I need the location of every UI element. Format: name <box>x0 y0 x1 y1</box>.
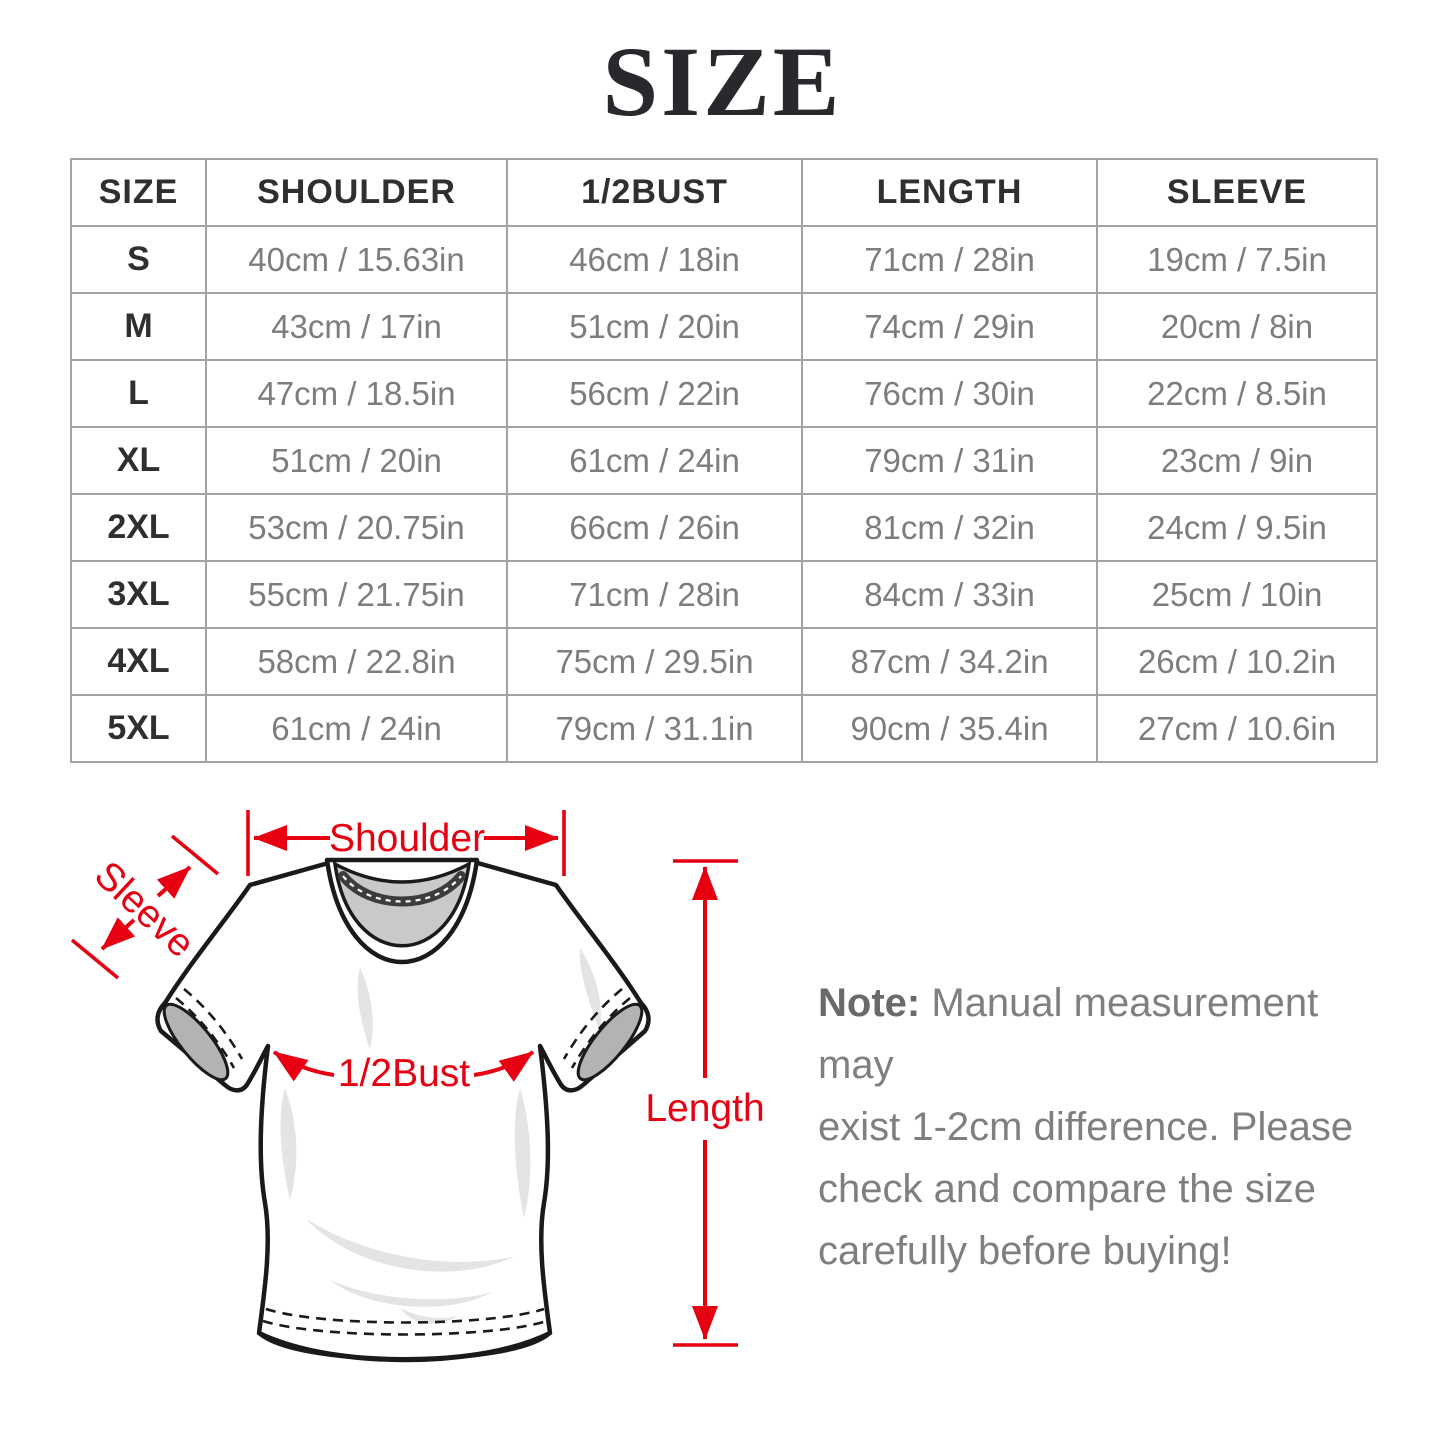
note-line: check and compare the size <box>818 1167 1317 1211</box>
column-header-length: LENGTH <box>801 158 1098 227</box>
hem-opening <box>257 1331 552 1362</box>
column-header-size: SIZE <box>70 158 207 227</box>
measurement-cell: 23cm / 9in <box>1096 426 1378 495</box>
collar <box>324 857 480 965</box>
size-row-header: 5XL <box>70 694 207 763</box>
table-row: 3XL 55cm / 21.75in 71cm / 28in 84cm / 33in 2… <box>70 560 1378 629</box>
wrinkle-shading <box>280 948 602 1324</box>
column-header-bust: 1/2BUST <box>506 158 803 227</box>
measurement-cell: 66cm / 26in <box>506 493 803 562</box>
left-cuff <box>162 987 244 1082</box>
size-row-header: 4XL <box>70 627 207 696</box>
measurement-cell: 53cm / 20.75in <box>205 493 508 562</box>
table-row: L 47cm / 18.5in 56cm / 22in 76cm / 30in 22cm… <box>70 359 1378 428</box>
measurement-cell: 71cm / 28in <box>506 560 803 629</box>
shoulder-dimension: Shoulder <box>246 810 566 876</box>
bust-dimension: 1/2Bust <box>272 1050 535 1095</box>
collar-band-stitching <box>342 875 462 903</box>
size-row-header: S <box>70 225 207 294</box>
table-row: S 40cm / 15.63in 46cm / 18in 71cm / 28in 19c… <box>70 225 1378 294</box>
size-row-header: XL <box>70 426 207 495</box>
measurement-cell: 26cm / 10.2in <box>1096 627 1378 696</box>
measurement-cell: 40cm / 15.63in <box>205 225 508 294</box>
measurement-cell: 76cm / 30in <box>801 359 1098 428</box>
measurement-cell: 90cm / 35.4in <box>801 694 1098 763</box>
bust-label: 1/2Bust <box>338 1052 470 1095</box>
measurement-cell: 47cm / 18.5in <box>205 359 508 428</box>
size-table-body: S 40cm / 15.63in 46cm / 18in 71cm / 28in 19c… <box>70 225 1378 763</box>
note-line: exist 1-2cm difference. Please <box>818 1105 1354 1149</box>
size-row-header: 2XL <box>70 493 207 562</box>
measurement-cell: 51cm / 20in <box>205 426 508 495</box>
measurement-cell: 87cm / 34.2in <box>801 627 1098 696</box>
note-line: Note: Manual measurement may <box>818 981 1319 1087</box>
table-row: M 43cm / 17in 51cm / 20in 74cm / 29in 20cm /… <box>70 292 1378 361</box>
measurement-cell: 22cm / 8.5in <box>1096 359 1378 428</box>
measurement-cell: 81cm / 32in <box>801 493 1098 562</box>
page-title: SIZE <box>602 26 843 137</box>
measurement-cell: 46cm / 18in <box>506 225 803 294</box>
table-row: 2XL 53cm / 20.75in 66cm / 26in 81cm / 32in 2… <box>70 493 1378 562</box>
hem <box>257 1307 552 1362</box>
measurement-cell: 74cm / 29in <box>801 292 1098 361</box>
size-row-header: 3XL <box>70 560 207 629</box>
table-row: XL 51cm / 20in 61cm / 24in 79cm / 31in 23cm … <box>70 426 1378 495</box>
right-cuff-stitching-2 <box>562 987 623 1060</box>
measurement-cell: 25cm / 10in <box>1096 560 1378 629</box>
measurement-cell: 27cm / 10.6in <box>1096 694 1378 763</box>
table-row: 4XL 58cm / 22.8in 75cm / 29.5in 87cm / 34.2… <box>70 627 1378 696</box>
measurement-cell: 79cm / 31.1in <box>506 694 803 763</box>
measurement-cell: 19cm / 7.5in <box>1096 225 1378 294</box>
hem-stitching <box>265 1307 545 1324</box>
right-cuff-opening <box>576 1002 644 1082</box>
right-cuff <box>562 987 644 1082</box>
measurement-cell: 43cm / 17in <box>205 292 508 361</box>
measurement-cell: 55cm / 21.75in <box>205 560 508 629</box>
size-table: SIZE SHOULDER 1/2BUST LENGTH SLEEVE S 40c… <box>70 158 1378 763</box>
measurement-cell: 58cm / 22.8in <box>205 627 508 696</box>
measurement-cell: 51cm / 20in <box>506 292 803 361</box>
shoulder-label: Shoulder <box>329 817 485 860</box>
measurement-cell: 84cm / 33in <box>801 560 1098 629</box>
length-label: Length <box>645 1087 764 1130</box>
tshirt-illustration <box>155 857 651 1363</box>
size-table-header-row: SIZE SHOULDER 1/2BUST LENGTH SLEEVE <box>70 158 1378 227</box>
measurement-cell: 20cm / 8in <box>1096 292 1378 361</box>
size-row-header: M <box>70 292 207 361</box>
note-label: Note: <box>818 981 921 1025</box>
left-cuff-stitching <box>175 996 236 1069</box>
measurement-cell: 75cm / 29.5in <box>506 627 803 696</box>
left-cuff-opening <box>162 1002 230 1082</box>
measurement-cell: 61cm / 24in <box>205 694 508 763</box>
right-cuff-stitching <box>570 996 631 1069</box>
measurement-cell: 79cm / 31in <box>801 426 1098 495</box>
note-line: carefully before buying! <box>818 1229 1232 1273</box>
measurement-cell: 71cm / 28in <box>801 225 1098 294</box>
column-header-sleeve: SLEEVE <box>1096 158 1378 227</box>
measurement-note: Note: Manual measurement may exist 1-2cm… <box>818 972 1378 1282</box>
measurement-cell: 56cm / 22in <box>506 359 803 428</box>
tshirt-diagram: Shoulder Sleeve 1/2Bust Length <box>60 788 780 1412</box>
length-dimension: Length <box>645 859 765 1347</box>
left-cuff-stitching-2 <box>183 987 244 1060</box>
column-header-shoulder: SHOULDER <box>205 158 508 227</box>
measurement-cell: 61cm / 24in <box>506 426 803 495</box>
size-row-header: L <box>70 359 207 428</box>
measurement-cell: 24cm / 9.5in <box>1096 493 1378 562</box>
table-row: 5XL 61cm / 24in 79cm / 31.1in 90cm / 35.4in… <box>70 694 1378 763</box>
hem-stitching-2 <box>262 1319 548 1336</box>
